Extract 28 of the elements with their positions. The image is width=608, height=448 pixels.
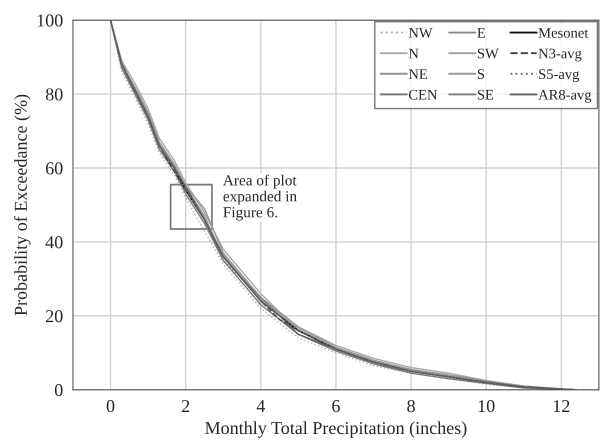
legend-label: Mesonet	[538, 28, 588, 38]
x-tick-label: 10	[478, 400, 495, 412]
x-tick-label: 0	[106, 400, 114, 412]
legend-label: S5-avg	[539, 69, 580, 82]
legend-label: NW	[408, 28, 433, 38]
legend-label: E	[477, 28, 486, 38]
x-tick-label: 2	[182, 400, 190, 412]
x-axis-title: Monthly Total Precipitation (inches)	[205, 421, 466, 438]
y-tick-label: 40	[46, 236, 63, 248]
legend-label: AR8-avg	[538, 90, 592, 103]
legend-label: N3-avg	[538, 48, 582, 62]
x-tick-label: 12	[554, 400, 570, 412]
x-tick-label: 8	[407, 400, 415, 412]
y-tick-label: 20	[46, 310, 63, 322]
annotation: Area of plot expanded in Figure 6.	[223, 174, 297, 221]
legend-label: S	[478, 69, 484, 80]
y-tick-label: 100	[38, 14, 63, 27]
legend-label: N	[408, 48, 419, 58]
y-tick-label: 60	[46, 162, 63, 174]
legend-label: SE	[478, 90, 494, 100]
y-tick-label: 80	[46, 88, 63, 101]
x-tick-label: 4	[256, 400, 266, 412]
y-axis-title: Probability of Exceedance (%)	[14, 94, 31, 316]
legend-label: SW	[478, 48, 499, 58]
y-tick-label: 0	[54, 384, 63, 396]
x-tick-label: 6	[332, 400, 340, 412]
legend-label: NE	[408, 69, 428, 79]
legend-label: CEN	[408, 90, 438, 100]
